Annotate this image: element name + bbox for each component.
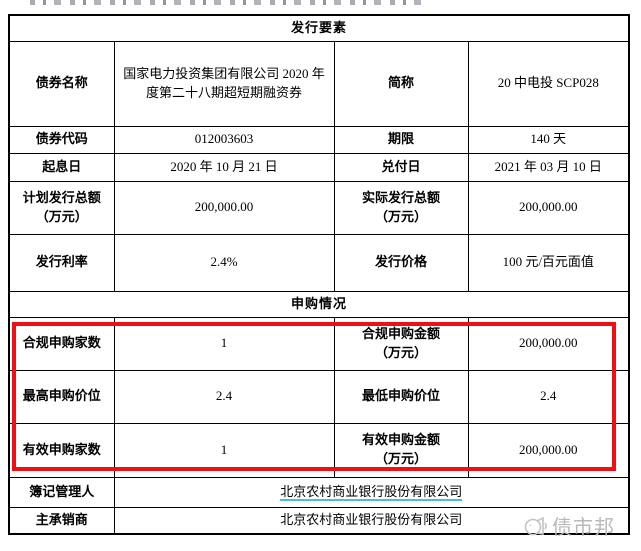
compliant-amount-label: 合规申购金额 （万元） <box>333 316 469 371</box>
bookrunner-label: 簿记管理人 <box>8 476 115 508</box>
valid-count-label: 有效申购家数 <box>8 422 115 478</box>
bookrunner-cell: 北京农村商业银行股份有限公司 <box>113 476 630 508</box>
cropped-text-remnant <box>30 0 430 5</box>
actual-amount-label-line1: 实际发行总额 <box>361 189 440 205</box>
highest-bid-label: 最高申购价位 <box>8 369 115 424</box>
actual-amount-label: 实际发行总额 （万元） <box>333 180 469 235</box>
section-title-subscription: 申购情况 <box>8 290 630 318</box>
table-row: 合规申购家数 1 合规申购金额 （万元） 200,000.00 <box>8 316 630 371</box>
bookrunner-link[interactable]: 北京农村商业银行股份有限公司 <box>280 483 463 501</box>
value-date-value: 2020 年 10 月 21 日 <box>113 152 335 182</box>
payment-date-value: 2021 年 03 月 10 日 <box>467 152 630 182</box>
planned-amount-value: 200,000.00 <box>113 180 335 235</box>
underwriter-label: 主承销商 <box>8 506 115 535</box>
table-row: 发行要素 <box>8 14 630 42</box>
table-row: 最高申购价位 2.4 最低申购价位 2.4 <box>8 369 630 424</box>
payment-date-label: 兑付日 <box>333 152 469 182</box>
bond-code-label: 债券代码 <box>8 125 115 154</box>
value-date-label: 起息日 <box>8 152 115 182</box>
planned-amount-label-line1: 计划发行总额 <box>22 189 101 205</box>
compliant-amount-label-line2: （万元） <box>374 344 427 360</box>
valid-amount-label: 有效申购金额 （万元） <box>333 422 469 478</box>
valid-amount-value: 200,000.00 <box>467 422 630 478</box>
short-name-label: 简称 <box>333 40 469 127</box>
valid-count-value: 1 <box>113 422 335 478</box>
term-value: 140 天 <box>467 125 630 154</box>
price-label: 发行价格 <box>333 233 469 292</box>
table-row: 债券名称 国家电力投资集团有限公司 2020 年度第二十八期超短期融资券 简称 … <box>8 40 630 127</box>
actual-amount-label-line2: （万元） <box>374 208 427 224</box>
coupon-label: 发行利率 <box>8 233 115 292</box>
highest-bid-value: 2.4 <box>113 369 335 424</box>
lowest-bid-label: 最低申购价位 <box>333 369 469 424</box>
bond-name-label: 债券名称 <box>8 40 115 127</box>
price-value: 100 元/百元面值 <box>467 233 630 292</box>
watermark: 债市邦 <box>522 511 615 540</box>
bond-name-value: 国家电力投资集团有限公司 2020 年度第二十八期超短期融资券 <box>113 40 335 127</box>
table-row: 起息日 2020 年 10 月 21 日 兑付日 2021 年 03 月 10 … <box>8 152 630 182</box>
table-row: 计划发行总额 （万元） 200,000.00 实际发行总额 （万元） 200,0… <box>8 180 630 235</box>
short-name-value: 20 中电投 SCP028 <box>467 40 630 127</box>
table-row: 发行利率 2.4% 发行价格 100 元/百元面值 <box>8 233 630 292</box>
compliant-count-label: 合规申购家数 <box>8 316 115 371</box>
planned-amount-label: 计划发行总额 （万元） <box>8 180 115 235</box>
valid-amount-label-line1: 有效申购金额 <box>361 432 440 448</box>
valid-amount-label-line2: （万元） <box>374 451 427 466</box>
watermark-text: 债市邦 <box>552 517 615 539</box>
issuance-table: 发行要素 债券名称 国家电力投资集团有限公司 2020 年度第二十八期超短期融资… <box>8 14 631 535</box>
table-row: 有效申购家数 1 有效申购金额 （万元） 200,000.00 <box>8 422 630 478</box>
actual-amount-value: 200,000.00 <box>467 180 630 235</box>
compliant-amount-label-line1: 合规申购金额 <box>361 325 440 341</box>
megaphone-icon <box>522 513 548 539</box>
section-title-issuance: 发行要素 <box>8 14 630 42</box>
compliant-count-value: 1 <box>113 316 335 371</box>
planned-amount-label-line2: （万元） <box>35 208 88 224</box>
bond-code-value: 012003603 <box>113 125 335 154</box>
table-row: 申购情况 <box>8 290 630 318</box>
table-row: 债券代码 012003603 期限 140 天 <box>8 125 630 154</box>
table-row: 簿记管理人 北京农村商业银行股份有限公司 <box>8 476 630 508</box>
term-label: 期限 <box>333 125 469 154</box>
coupon-value: 2.4% <box>113 233 335 292</box>
compliant-amount-value: 200,000.00 <box>467 316 630 371</box>
lowest-bid-value: 2.4 <box>467 369 630 424</box>
